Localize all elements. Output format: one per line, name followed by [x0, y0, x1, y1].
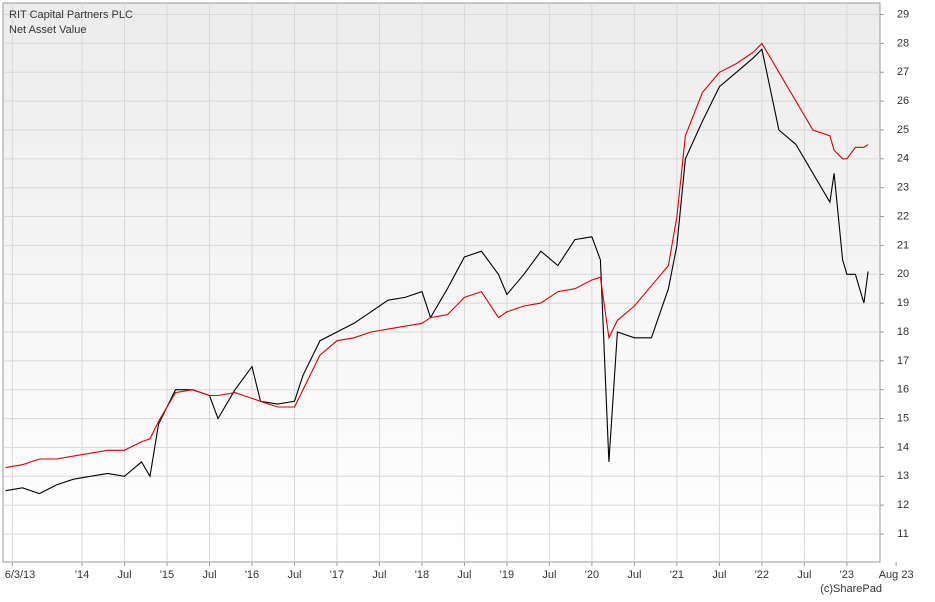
- y-tick-label: 24: [897, 153, 909, 165]
- y-tick-label: 13: [897, 470, 909, 482]
- x-tick-label: Jul: [542, 569, 556, 581]
- legend-entry: RIT Capital Partners PLC: [9, 9, 133, 21]
- x-tick-label: '20: [585, 569, 599, 581]
- x-tick-label: Jul: [457, 569, 471, 581]
- x-tick-label: '18: [415, 569, 429, 581]
- x-tick-label: Jul: [117, 569, 131, 581]
- y-tick-label: 21: [897, 239, 909, 251]
- x-tick-label: '23: [840, 569, 854, 581]
- y-tick-label: 12: [897, 499, 909, 511]
- y-tick-label: 25: [897, 124, 909, 136]
- watermark: (c)SharePad: [820, 583, 882, 595]
- x-tick-label: '19: [500, 569, 514, 581]
- x-tick-label: '17: [330, 569, 344, 581]
- x-tick-label: 6/3/13: [5, 569, 36, 581]
- y-tick-label: 23: [897, 182, 909, 194]
- x-tick-label: Jul: [627, 569, 641, 581]
- series-line: [5, 42, 869, 469]
- x-tick-label: Jul: [797, 569, 811, 581]
- x-tick-label: Jul: [202, 569, 216, 581]
- y-tick-label: 17: [897, 355, 909, 367]
- y-tick-label: 19: [897, 297, 909, 309]
- y-tick-label: 11: [897, 528, 908, 540]
- y-tick-label: 28: [897, 37, 909, 49]
- x-tick-label: Jul: [712, 569, 726, 581]
- x-tick-label: '15: [160, 569, 174, 581]
- x-tick-label: '16: [245, 569, 259, 581]
- y-tick-label: 26: [897, 95, 909, 107]
- x-tick-label: Aug 23: [879, 569, 914, 581]
- series-line: [5, 48, 869, 495]
- y-tick-label: 27: [897, 66, 909, 78]
- x-tick-label: '14: [75, 569, 89, 581]
- y-tick-label: 16: [897, 384, 909, 396]
- y-tick-label: 22: [897, 210, 909, 222]
- x-tick-label: '22: [755, 569, 769, 581]
- y-tick-label: 15: [897, 412, 909, 424]
- x-tick-label: Jul: [287, 569, 301, 581]
- x-tick-label: '21: [670, 569, 684, 581]
- y-tick-label: 20: [897, 268, 909, 280]
- y-tick-label: 18: [897, 326, 909, 338]
- y-tick-label: 14: [897, 441, 909, 453]
- plot-area: [2, 2, 881, 563]
- x-tick-label: Jul: [372, 569, 386, 581]
- legend-entry: Net Asset Value: [9, 24, 86, 36]
- y-tick-label: 29: [897, 8, 909, 20]
